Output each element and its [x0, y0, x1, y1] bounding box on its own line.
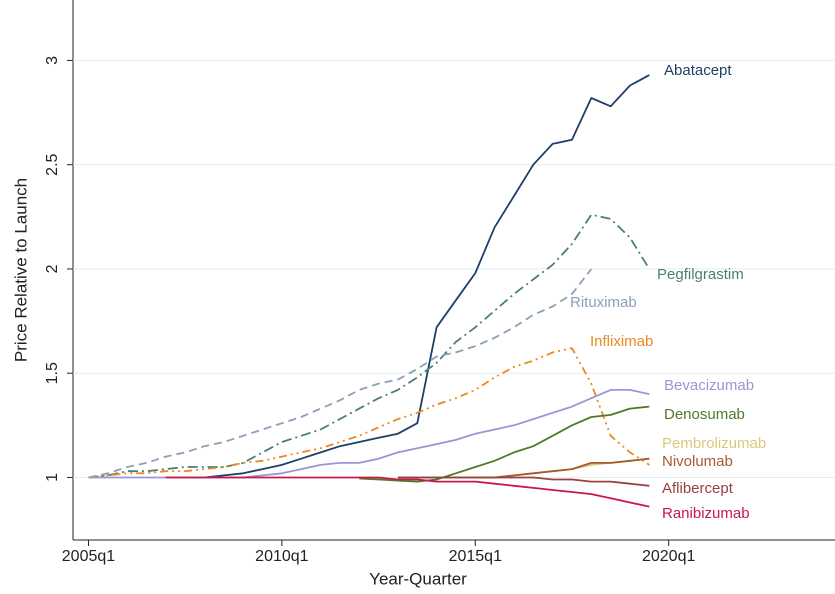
series-label: Pegfilgrastim — [657, 266, 744, 283]
series-line — [88, 347, 650, 479]
series-label: Infliximab — [590, 333, 653, 350]
series-line — [359, 405, 650, 483]
series-label: Nivolumab — [662, 453, 733, 470]
y-tick-label: 2.5 — [44, 153, 61, 175]
series-label: Denosumab — [664, 406, 745, 423]
series-label: Pembrolizumab — [662, 435, 766, 452]
x-tick-label: 2020q1 — [642, 548, 695, 565]
series-line — [165, 74, 650, 479]
series-line — [88, 213, 651, 479]
y-tick-label: 1 — [44, 473, 61, 482]
series-line — [397, 476, 650, 487]
x-tick-label: 2015q1 — [449, 548, 502, 565]
series-label: Abatacept — [664, 62, 732, 79]
series-label: Bevacizumab — [664, 377, 754, 394]
series-label: Ranibizumab — [662, 505, 750, 522]
x-tick-label: 2005q1 — [62, 548, 115, 565]
y-tick-label: 3 — [44, 56, 61, 65]
x-tick-label: 2010q1 — [255, 548, 308, 565]
series-label: Rituximab — [570, 294, 637, 311]
y-tick-label: 2 — [44, 264, 61, 273]
y-tick-label: 1.5 — [44, 362, 61, 384]
x-axis-label: Year-Quarter — [369, 569, 467, 588]
series-label: Aflibercept — [662, 480, 734, 497]
y-axis-label: Price Relative to Launch — [11, 178, 30, 362]
series-line — [165, 476, 650, 508]
series-line — [397, 457, 650, 479]
series-line — [88, 268, 593, 479]
